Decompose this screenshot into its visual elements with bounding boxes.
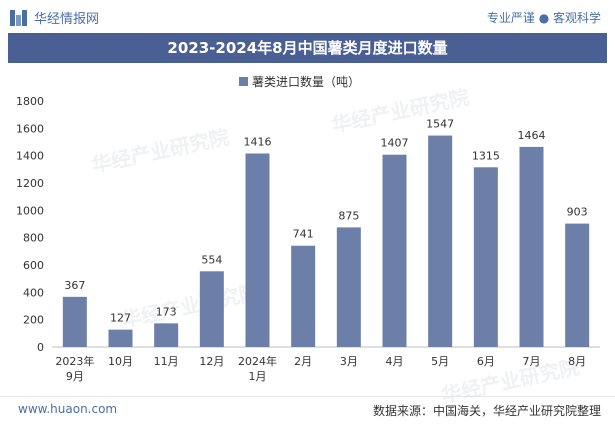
x-tick-label-line: 10月	[108, 355, 133, 368]
bar	[62, 296, 87, 347]
y-tick-label: 400	[23, 286, 44, 299]
brand-logo-icon	[10, 9, 28, 26]
y-tick-label: 200	[23, 314, 44, 327]
bar	[199, 271, 224, 347]
x-tick-label-line: 2月	[294, 355, 312, 368]
data-label: 741	[293, 228, 314, 241]
data-label: 1416	[244, 135, 272, 148]
x-tick-label-line: 11月	[154, 355, 179, 368]
chart-title: 2023-2024年8月中国薯类月度进口数量	[8, 33, 607, 63]
x-tick-label-line: 3月	[340, 355, 358, 368]
bar	[245, 153, 270, 347]
x-tick-label: 5月	[431, 355, 449, 368]
bar	[336, 227, 361, 347]
data-label: 1464	[518, 129, 546, 142]
footer: www.huaon.com 数据来源：中国海关，华经产业研究院整理	[0, 396, 615, 422]
x-tick-label-line: 6月	[477, 355, 495, 368]
brand-slogan: 专业严谨 ● 客观科学	[486, 11, 601, 25]
x-tick-label: 2023年 9月	[55, 354, 94, 383]
x-tick-label-line: 4月	[386, 355, 404, 368]
legend-swatch	[239, 77, 248, 86]
x-tick-label: 10月	[108, 355, 133, 368]
brand-name: 华经情报网	[34, 12, 100, 27]
bar	[565, 223, 590, 347]
x-tick-label: 8月	[568, 355, 586, 368]
bar	[382, 154, 407, 347]
x-tick-label: 11月	[154, 355, 179, 368]
data-source: 数据来源：中国海关，华经产业研究院整理	[372, 404, 601, 418]
x-tick-label: 2月	[294, 355, 312, 368]
y-tick-label: 1200	[16, 177, 44, 190]
x-tick-label-line: 9月	[66, 370, 84, 383]
data-label: 1407	[381, 137, 409, 150]
bar	[291, 245, 316, 347]
x-tick-label-line: 5月	[431, 355, 449, 368]
x-tick-label: 6月	[477, 355, 495, 368]
bar	[473, 167, 498, 347]
data-label: 367	[64, 279, 85, 292]
x-tick-label-line: 1月	[249, 370, 267, 383]
x-tick-label: 12月	[199, 355, 224, 368]
x-tick-label: 2024年 1月	[238, 354, 277, 383]
y-tick-label: 600	[23, 259, 44, 272]
data-label: 127	[110, 312, 131, 325]
data-label: 554	[201, 253, 222, 266]
x-tick-label-line: 7月	[523, 355, 541, 368]
bar	[519, 146, 544, 347]
y-tick-label: 800	[23, 232, 44, 245]
x-tick-label: 7月	[523, 355, 541, 368]
x-tick-label: 3月	[340, 355, 358, 368]
y-tick-label: 0	[37, 341, 44, 354]
top-bar: 华经情报网 专业严谨 ● 客观科学	[0, 0, 615, 33]
x-tick-label-line: 8月	[568, 355, 586, 368]
x-tick-label-line: 2023年	[55, 354, 94, 368]
bar	[428, 135, 453, 347]
site-url[interactable]: www.huaon.com	[18, 402, 118, 416]
brand[interactable]: 华经情报网	[10, 8, 99, 27]
bar	[154, 323, 179, 347]
y-tick-label: 1600	[16, 122, 44, 135]
legend-label: 薯类进口数量（吨）	[252, 74, 360, 89]
y-tick-label: 1400	[16, 150, 44, 163]
y-tick-label: 1000	[16, 204, 44, 217]
data-label: 875	[338, 209, 359, 222]
bar-chart: 薯类进口数量（吨） 0 200 400 600 800 1000 1200 1400 1600 18…	[16, 74, 600, 383]
data-label: 1315	[472, 149, 500, 162]
data-label: 903	[567, 206, 588, 219]
data-label: 1547	[426, 118, 454, 131]
x-tick-label-line: 2024年	[238, 354, 277, 368]
x-tick-label: 4月	[386, 355, 404, 368]
bar	[108, 329, 133, 347]
x-tick-label-line: 12月	[199, 355, 224, 368]
y-tick-label: 1800	[16, 95, 44, 108]
data-label: 173	[156, 305, 177, 318]
